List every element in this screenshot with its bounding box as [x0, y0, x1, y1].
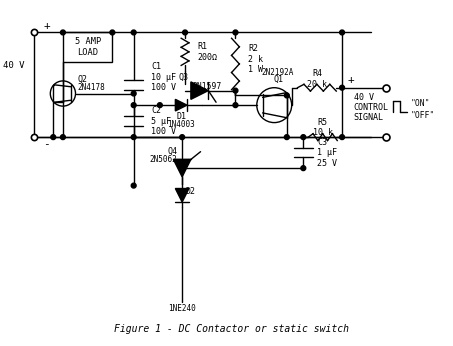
Circle shape: [233, 103, 238, 108]
Polygon shape: [175, 99, 187, 111]
Text: -: -: [43, 139, 50, 149]
Circle shape: [301, 166, 306, 171]
Text: 2N1597: 2N1597: [193, 82, 222, 91]
Circle shape: [131, 91, 136, 96]
Text: C2
5 μF
100 V: C2 5 μF 100 V: [151, 106, 176, 136]
Circle shape: [131, 183, 136, 188]
Circle shape: [61, 30, 65, 35]
Text: 40 V
CONTROL
SIGNAL: 40 V CONTROL SIGNAL: [354, 93, 389, 122]
Text: R1
200Ω: R1 200Ω: [198, 42, 217, 62]
Text: 1N4003: 1N4003: [167, 120, 195, 129]
Circle shape: [180, 135, 184, 139]
Polygon shape: [175, 189, 189, 202]
Text: C1
10 μF
100 V: C1 10 μF 100 V: [151, 62, 176, 92]
Text: Q1: Q1: [273, 75, 283, 84]
Text: 1NE240: 1NE240: [168, 304, 196, 313]
Text: R2
2 k
1 W: R2 2 k 1 W: [248, 44, 263, 74]
Circle shape: [233, 30, 238, 35]
Circle shape: [61, 135, 65, 139]
Circle shape: [340, 85, 344, 90]
Circle shape: [51, 135, 56, 139]
Text: Figure 1 - DC Contactor or static switch: Figure 1 - DC Contactor or static switch: [114, 324, 349, 334]
Circle shape: [158, 103, 162, 108]
Circle shape: [301, 135, 306, 139]
Circle shape: [180, 166, 184, 171]
Text: +: +: [43, 21, 50, 31]
Text: R4
20 k: R4 20 k: [307, 69, 327, 89]
Circle shape: [131, 135, 136, 139]
Text: R5
10 k: R5 10 k: [313, 118, 333, 137]
Polygon shape: [173, 160, 191, 177]
Circle shape: [284, 93, 289, 98]
Circle shape: [131, 30, 136, 35]
Text: Q2: Q2: [77, 75, 87, 84]
Text: D1: D1: [176, 112, 186, 121]
Text: 5 AMP
LOAD: 5 AMP LOAD: [74, 37, 101, 57]
Text: 2N4178: 2N4178: [77, 83, 105, 92]
Text: +: +: [348, 75, 355, 85]
Circle shape: [110, 30, 115, 35]
Circle shape: [340, 30, 344, 35]
Polygon shape: [191, 82, 208, 99]
Text: C3
1 μF
25 V: C3 1 μF 25 V: [317, 138, 337, 167]
Text: 40 V: 40 V: [3, 61, 24, 70]
Text: "ON": "ON": [411, 99, 430, 108]
Text: 2N2192A: 2N2192A: [262, 68, 294, 77]
Text: D2: D2: [185, 187, 195, 196]
Text: "OFF": "OFF": [411, 111, 435, 120]
Bar: [63, 33, 112, 62]
Circle shape: [284, 135, 289, 139]
Circle shape: [183, 30, 188, 35]
Text: 2N5062: 2N5062: [149, 155, 177, 164]
Circle shape: [131, 103, 136, 108]
Circle shape: [233, 88, 238, 93]
Text: Q3: Q3: [178, 73, 188, 82]
Circle shape: [340, 135, 344, 139]
Text: Q4: Q4: [167, 147, 177, 156]
